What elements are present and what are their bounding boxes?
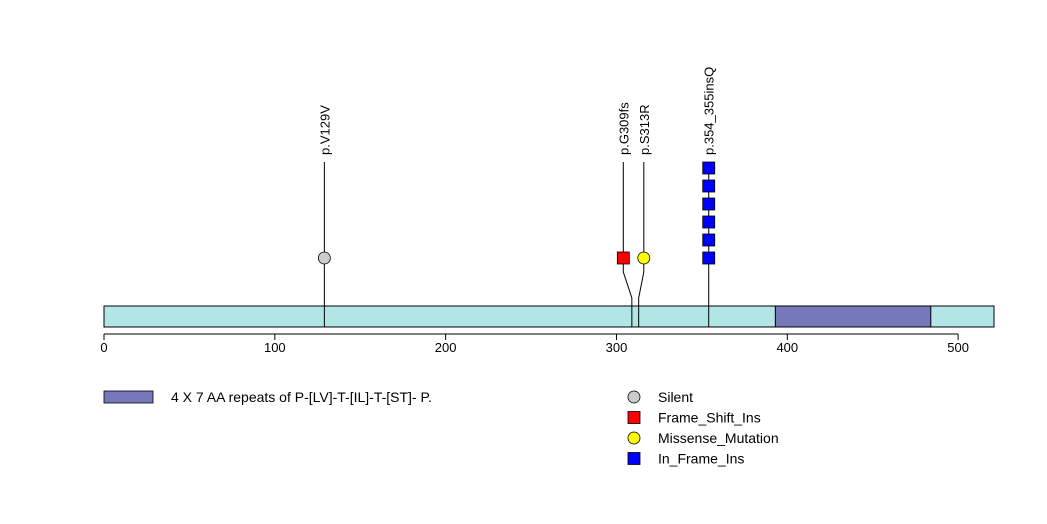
x-tick-label: 100: [264, 340, 286, 355]
mutation-marker: [702, 179, 716, 193]
mutation-stems: [323, 162, 710, 327]
stem-p.S313R: [638, 162, 645, 327]
x-axis: 0 100 200 300 400 500: [100, 333, 969, 355]
x-tick-label: 400: [776, 340, 798, 355]
protein-backbone-group: [103, 305, 995, 328]
legend-label: Frame_Shift_Ins: [658, 410, 761, 426]
legend-label: Missense_Mutation: [658, 430, 779, 446]
legend-label: Silent: [658, 389, 693, 405]
legend-marker-In_Frame_Ins: [627, 452, 641, 465]
mutation-labels: p.V129V p.G309fs p.S313R p.354_355insQ: [317, 67, 716, 155]
mutation-marker: [702, 251, 716, 265]
x-tick-label: 200: [435, 340, 457, 355]
protein-domain: [774, 305, 932, 328]
x-tick-label: 300: [606, 340, 628, 355]
mutation-marker: [616, 251, 630, 265]
mutation-marker: [702, 215, 716, 229]
x-tick-label: 500: [947, 340, 969, 355]
mutation-marker: [637, 251, 651, 265]
legend-label: In_Frame_Ins: [658, 451, 744, 467]
legend-marker-Silent: [627, 390, 641, 404]
domain-legend-swatch: [103, 390, 154, 404]
protein-backbone: [103, 305, 995, 328]
mutation-label: p.G309fs: [616, 102, 631, 155]
mutation-label: p.V129V: [317, 105, 332, 155]
domain-legend-label: 4 X 7 AA repeats of P-[LV]-T-[IL]-T-[ST]…: [171, 389, 432, 405]
domain-legend: 4 X 7 AA repeats of P-[LV]-T-[IL]-T-[ST]…: [103, 389, 432, 405]
mutation-markers: [317, 161, 716, 265]
mutation-type-legend: Silent Frame_Shift_Ins Missense_Mutation In…: [627, 389, 779, 467]
legend-marker-Missense_Mutation: [627, 431, 641, 445]
x-tick-label: 0: [100, 340, 107, 355]
mutation-marker: [702, 233, 716, 247]
stem-p.G309fs: [622, 162, 633, 327]
mutation-marker: [317, 251, 331, 265]
mutation-marker: [702, 161, 716, 175]
mutation-marker: [702, 197, 716, 211]
mutation-label: p.354_355insQ: [702, 67, 717, 155]
mutation-label: p.S313R: [637, 104, 652, 155]
legend-marker-Frame_Shift_Ins: [627, 411, 641, 424]
